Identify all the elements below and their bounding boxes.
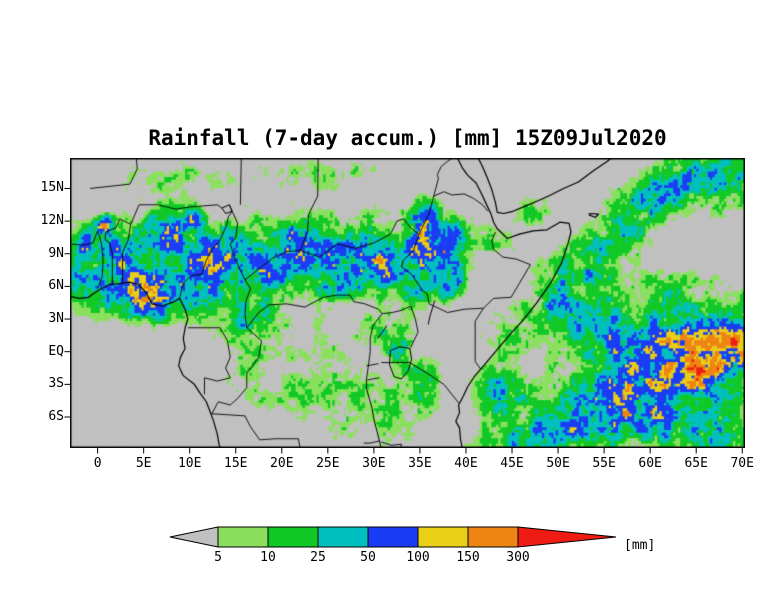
- x-tick-label: 45E: [500, 456, 524, 471]
- colorbar-segment: [417, 526, 469, 548]
- x-tick-label: 60E: [638, 456, 662, 471]
- x-tick-label: 0: [93, 456, 102, 471]
- x-tick-label: 15E: [224, 456, 248, 471]
- colorbar-units-label: [mm]: [624, 538, 656, 553]
- colorbar-segment: [467, 526, 519, 548]
- colorbar-right-arrow: [517, 526, 617, 548]
- colorbar-segment: [267, 526, 319, 548]
- colorbar-tick-label: 300: [506, 550, 530, 565]
- colorbar-tick-label: 5: [214, 550, 222, 565]
- rainfall-map-canvas: [70, 158, 745, 448]
- colorbar-left-arrow: [169, 526, 219, 548]
- x-tick-label: 40E: [454, 456, 478, 471]
- y-tick-label: 3S: [48, 376, 64, 392]
- x-tick-label: 30E: [362, 456, 386, 471]
- x-tick-label: 35E: [408, 456, 432, 471]
- y-tick-label: 15N: [40, 180, 64, 196]
- x-tick-label: 50E: [546, 456, 570, 471]
- colorbar-tick-label: 25: [310, 550, 326, 565]
- x-tick-label: 5E: [135, 456, 152, 471]
- y-tick-label: 3N: [48, 311, 64, 327]
- chart-title: Rainfall (7-day accum.) [mm] 15Z09Jul202…: [148, 126, 667, 150]
- y-tick-label: 6S: [48, 408, 64, 424]
- x-tick-label: 55E: [592, 456, 616, 471]
- x-tick-label: 10E: [177, 456, 202, 471]
- colorbar-tick-label: 10: [260, 550, 276, 565]
- y-tick-label: 6N: [48, 278, 64, 294]
- colorbar-tick-label: 50: [360, 550, 376, 565]
- colorbar-segment: [367, 526, 419, 548]
- x-tick-label: 65E: [684, 456, 708, 471]
- x-tick-label: 70E: [730, 456, 754, 471]
- colorbar-tick-label: 150: [456, 550, 480, 565]
- y-tick-label: EQ: [48, 343, 64, 359]
- x-tick-label: 25E: [316, 456, 340, 471]
- y-tick-label: 9N: [48, 245, 64, 261]
- colorbar-tick-label: 100: [406, 550, 430, 565]
- colorbar-segment: [217, 526, 269, 548]
- y-tick-label: 12N: [40, 213, 64, 229]
- x-tick-label: 20E: [270, 456, 294, 471]
- colorbar-segment: [317, 526, 369, 548]
